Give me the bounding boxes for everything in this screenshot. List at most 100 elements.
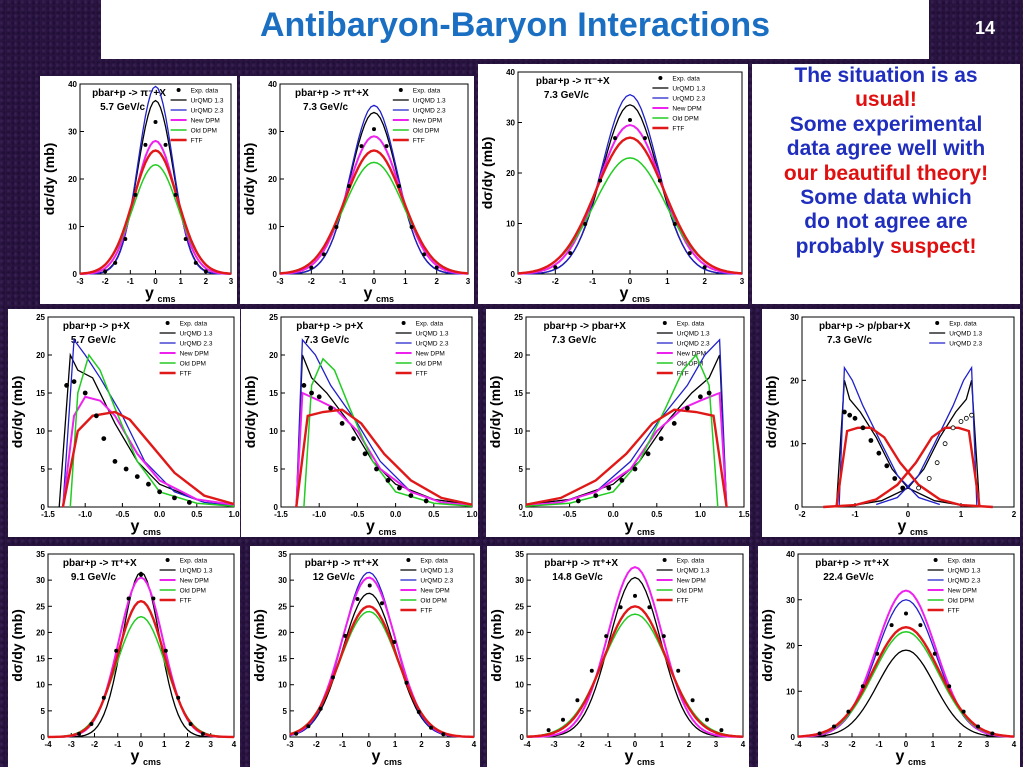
x-tick-label: 1.0 — [228, 510, 240, 519]
y-tick-label: 5 — [41, 465, 46, 474]
legend-label: UrQMD 1.3 — [180, 331, 213, 338]
legend-label: Old DPM — [416, 361, 442, 368]
reaction-label: pbar+p -> π⁺+X — [63, 558, 137, 569]
y-tick-label: 10 — [269, 427, 278, 436]
x-tick-label: -1 — [851, 510, 859, 519]
series-line — [295, 338, 473, 508]
y-tick-label: 20 — [36, 351, 45, 360]
y-tick-label: 5 — [283, 707, 288, 716]
commentary-line: Some experimental — [752, 113, 1020, 137]
y-tick-label: 20 — [515, 628, 524, 637]
data-point — [404, 680, 409, 685]
y-tick-label: 0 — [274, 503, 279, 512]
commentary-line: probably suspect! — [752, 235, 1020, 259]
y-tick-label: 0 — [795, 503, 800, 512]
data-point — [672, 221, 677, 226]
commentary-text: probably — [795, 234, 891, 258]
energy-label: 5.7 GeV/c — [100, 102, 145, 113]
legend-label: UrQMD 2.3 — [416, 341, 449, 348]
legend-marker — [658, 76, 663, 80]
y-tick-label: 10 — [68, 223, 77, 232]
reaction-label: pbar+p -> p+X — [63, 321, 130, 332]
data-point — [309, 390, 314, 396]
x-tick-label: -1 — [339, 277, 347, 286]
legend-label: Exp. data — [180, 558, 208, 565]
y-tick-label: 20 — [269, 351, 278, 360]
data-point — [112, 458, 118, 464]
series-line — [797, 625, 1015, 738]
data-point — [201, 731, 205, 736]
series-line — [517, 157, 743, 274]
x-tick-label: 2 — [419, 740, 424, 749]
x-tick-label: -2 — [102, 277, 110, 286]
x-tick-label: -2 — [313, 740, 321, 749]
series-line — [527, 576, 743, 738]
series-line — [80, 85, 231, 275]
data-point — [687, 251, 692, 256]
x-tick-label: 4 — [1012, 740, 1017, 749]
legend-label: UrQMD 2.3 — [413, 108, 446, 115]
data-point — [705, 717, 709, 722]
legend-label: UrQMD 1.3 — [949, 331, 982, 338]
data-point — [932, 651, 937, 656]
legend-label: FTF — [416, 371, 428, 378]
data-point — [589, 668, 594, 673]
series-line — [79, 139, 232, 275]
y-tick-label: 25 — [515, 602, 524, 611]
chart-svg: -4 -3 -2 -1 0 1 2 3 4 0 5 10 15 20 25 30 35 dσ/dy (mb) y cm… — [488, 550, 746, 767]
series-line — [295, 391, 473, 508]
legend-label: Old DPM — [677, 588, 703, 595]
legend-label: FTF — [413, 138, 425, 145]
data-point — [904, 611, 908, 616]
data-point — [188, 721, 193, 726]
y-tick-label: 25 — [269, 313, 278, 322]
x-tick-label: 1 — [665, 277, 670, 286]
y-tick-label: 30 — [268, 128, 277, 137]
x-tick-label: -0.5 — [563, 510, 577, 519]
chart-panel: -3 -2 -1 0 1 2 3 0 10 20 30 40 dσ/dy (mb) y cms pbar+p … — [240, 76, 474, 304]
data-point — [139, 572, 143, 577]
commentary-text: do not agree are — [804, 210, 968, 234]
x-tick-label: -4 — [44, 740, 52, 749]
data-point — [429, 725, 434, 730]
data-point — [604, 634, 609, 639]
commentary-text: data agree well with — [786, 137, 986, 161]
data-point — [408, 493, 414, 499]
legend-label: UrQMD 1.3 — [413, 98, 446, 105]
x-tick-label: 0 — [904, 740, 909, 749]
data-point — [423, 498, 429, 504]
legend-label: Old DPM — [413, 128, 439, 135]
x-axis-label: y — [896, 748, 905, 765]
x-tick-label: 0 — [628, 277, 633, 286]
reaction-label: pbar+p -> p+X — [296, 321, 363, 332]
chart-svg: -1.0 -0.5 0.0 0.5 1.0 1.5 0 5 10 15 20 25 dσ/dy (mb)… — [487, 313, 750, 537]
series-line — [518, 104, 742, 275]
legend-label: New DPM — [416, 351, 445, 358]
x-tick-label: 4 — [741, 740, 746, 749]
series-line — [61, 410, 235, 508]
series-line — [838, 365, 941, 508]
data-point — [416, 710, 421, 715]
legend-label: Exp. data — [191, 88, 219, 95]
y-axis-label: dσ/dy (mb) — [242, 376, 258, 449]
y-axis-label: dσ/dy (mb) — [41, 143, 57, 216]
series-line — [295, 408, 473, 508]
data-point — [969, 412, 975, 418]
y-tick-label: 20 — [514, 351, 523, 360]
legend-label: Exp. data — [677, 558, 705, 565]
legend-marker — [662, 558, 667, 562]
y-tick-label: 20 — [278, 628, 287, 637]
x-axis-label: y — [145, 285, 154, 302]
data-point — [309, 265, 314, 270]
legend-label: FTF — [677, 371, 689, 378]
legend-label: Exp. data — [413, 88, 441, 95]
data-point — [961, 709, 966, 714]
data-point — [153, 120, 158, 124]
legend-label: UrQMD 2.3 — [180, 341, 213, 348]
data-point — [397, 184, 402, 189]
data-point — [575, 698, 580, 703]
y-tick-label: 0 — [273, 270, 278, 279]
x-tick-label: 1 — [162, 740, 167, 749]
